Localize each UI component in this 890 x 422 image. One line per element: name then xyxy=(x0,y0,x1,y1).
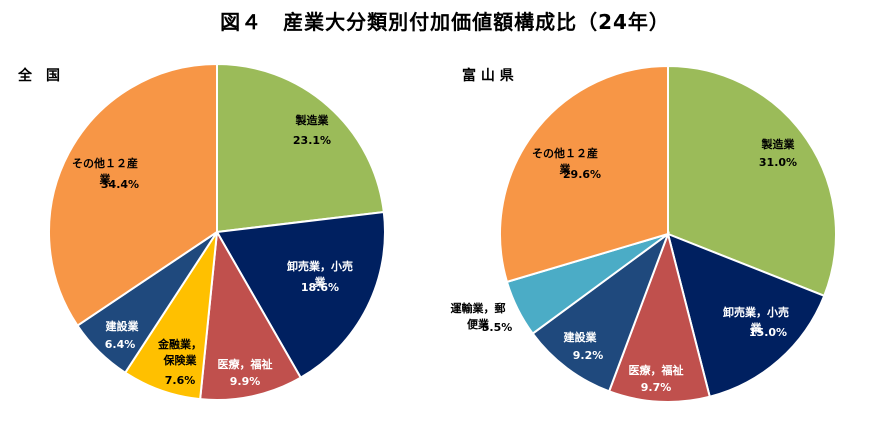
pie-slice xyxy=(199,228,303,401)
slice-value: 15.0% xyxy=(749,326,787,339)
pie-slice xyxy=(607,230,711,403)
slice-value: 23.1% xyxy=(293,134,331,147)
slice-value: 31.0% xyxy=(759,156,797,169)
slice-label: 製造業 xyxy=(295,113,330,127)
slice-label: 建設業 xyxy=(106,319,140,333)
slice-label: 卸売業，小売業 xyxy=(287,259,353,289)
slice-label: 医療，福祉 xyxy=(218,357,273,371)
chart-title-toyama: 富 山 県 xyxy=(462,67,514,84)
pie-slice xyxy=(216,62,385,234)
pie-slice xyxy=(499,64,669,284)
slice-value: 9.2% xyxy=(573,349,604,362)
slice-label: その他１２産業 xyxy=(72,156,138,186)
pie-slice xyxy=(48,62,218,327)
slice-label: 金融業，保険業 xyxy=(157,337,202,367)
slice-value: 18.6% xyxy=(301,281,339,294)
slice-label: 運輸業，郵便業 xyxy=(451,301,506,331)
slice-label: その他１２産業 xyxy=(532,146,598,176)
slice-value: 7.6% xyxy=(165,374,196,387)
chart-title-national: 全 国 xyxy=(17,67,60,84)
pie-slice xyxy=(666,232,826,398)
slice-label: 製造業 xyxy=(761,137,796,151)
slice-value: 9.9% xyxy=(230,375,261,388)
slice-label: 卸売業，小売業 xyxy=(723,305,789,335)
slice-value: 5.5% xyxy=(482,321,513,334)
slice-value: 9.7% xyxy=(641,381,672,394)
slice-label: 医療，福祉 xyxy=(629,363,684,377)
slice-value: 34.4% xyxy=(101,178,139,191)
slice-value: 6.4% xyxy=(105,338,136,351)
pie-slice xyxy=(215,210,386,380)
slice-label: 建設業 xyxy=(564,330,598,344)
pie-slice xyxy=(531,231,671,393)
slice-value: 29.6% xyxy=(563,168,601,181)
figure-title: 図４ 産業大分類別付加価値額構成比（24年） xyxy=(220,10,670,34)
pie-slice xyxy=(667,64,837,298)
